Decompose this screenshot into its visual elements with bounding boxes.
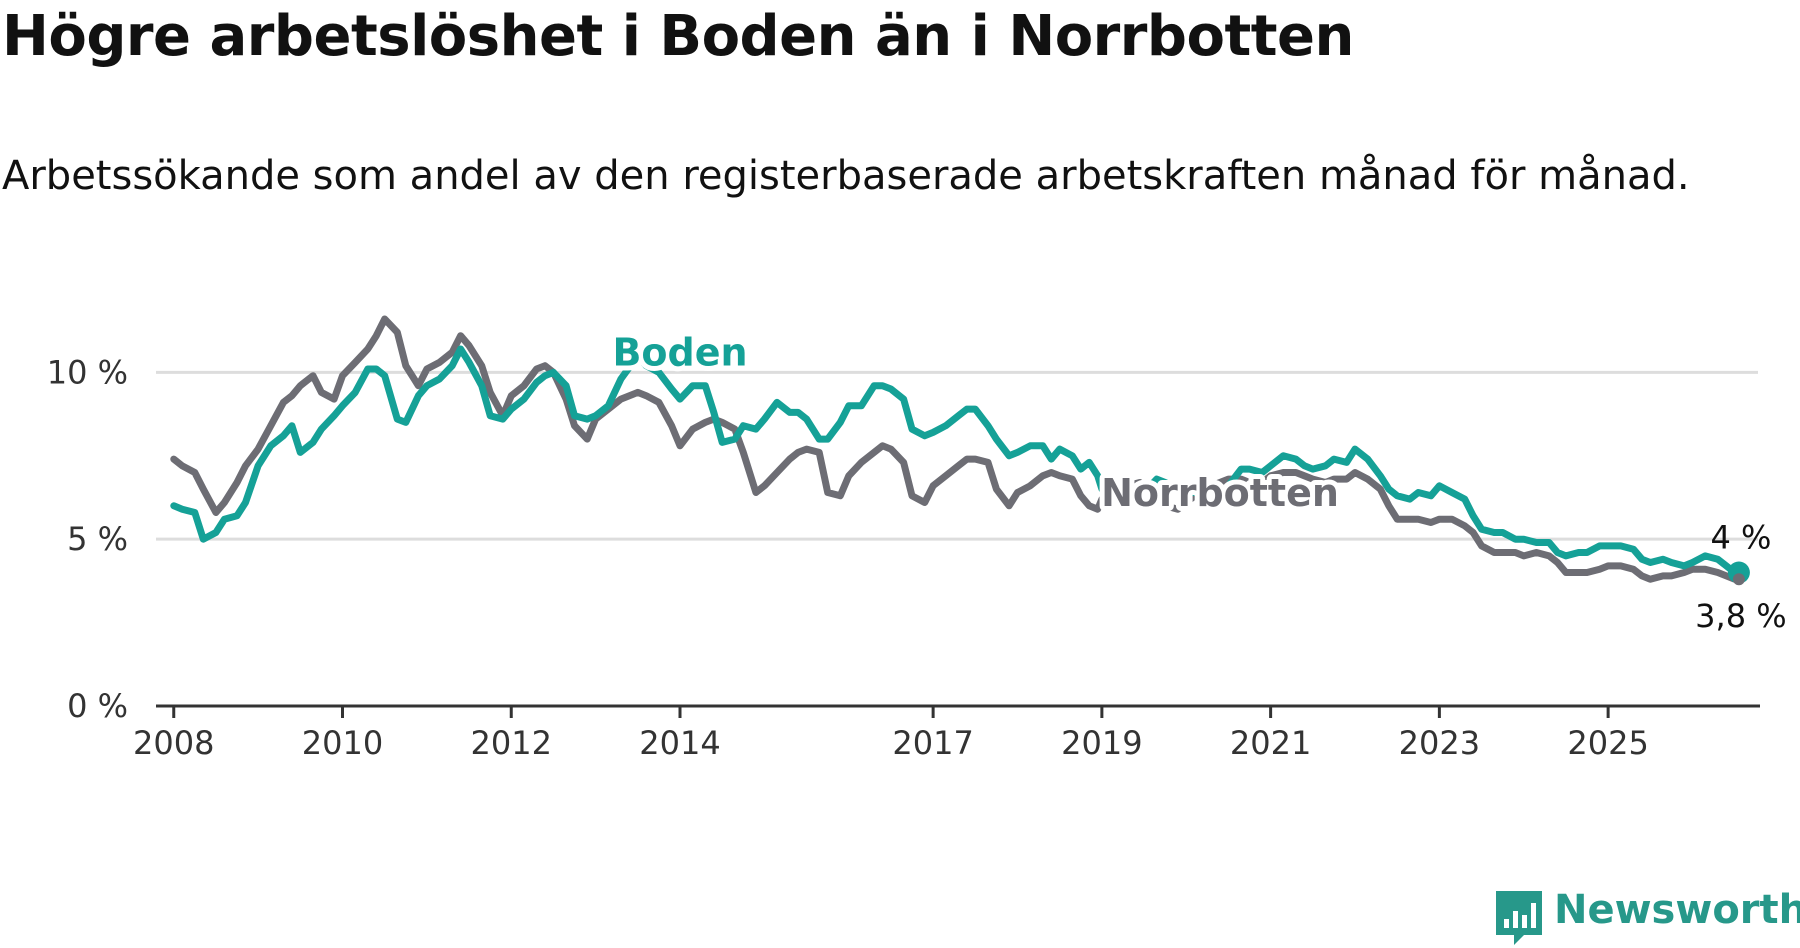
grid-lines [156,370,1758,541]
series-line-norrbotten [170,315,1743,583]
end-label-norrbotten: 3,8 % [1695,597,1786,635]
y-axis: 0 % 5 % 10 % [47,353,128,725]
end-label-boden: 4 % [1710,519,1771,557]
series-line-boden [170,345,1743,576]
y-tick-label: 10 % [47,353,128,391]
x-tick-label: 2019 [1061,724,1142,762]
chart-subtitle: Arbetssökande som andel av den registerb… [2,153,1690,199]
series-label-norrbotten: Norrbotten [1101,471,1339,515]
x-tick-label: 2014 [639,724,720,762]
x-tick-label: 2023 [1399,724,1480,762]
series-lines [170,315,1750,586]
y-tick-label: 5 % [67,520,128,558]
newsworthy-logo[interactable]: Newsworthy [1494,887,1800,947]
x-tick-label: 2008 [133,724,214,762]
x-tick-label: 2012 [471,724,552,762]
x-tick-label: 2021 [1230,724,1311,762]
x-tick-label: 2010 [302,724,383,762]
chart-title: Högre arbetslöshet i Boden än i Norrbott… [2,4,1354,69]
newsworthy-logo-icon [1496,891,1542,945]
newsworthy-logo-text: Newsworthy [1554,887,1800,933]
series-label-boden: Boden [612,331,747,375]
x-axis: 2008 2010 2012 2014 2017 2019 2021 2023 2025 [133,704,1760,762]
series-labels: 4 % 3,8 % Boden Norrbotten [607,326,1786,636]
x-tick-label: 2025 [1567,724,1648,762]
y-tick-label: 0 % [67,687,128,725]
end-point-norrbotten [1732,573,1745,586]
x-tick-label: 2017 [892,724,973,762]
